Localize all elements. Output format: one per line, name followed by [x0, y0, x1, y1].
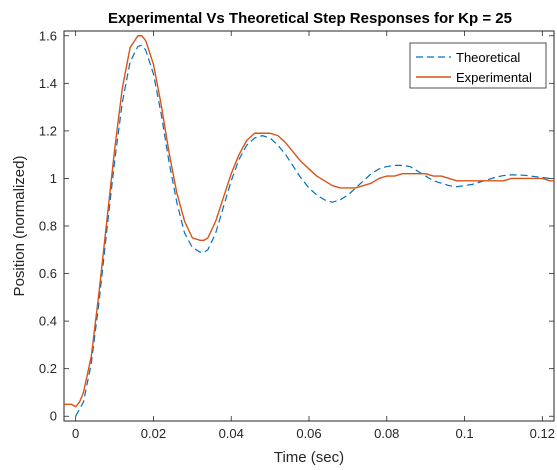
plot-area [63, 30, 555, 422]
y-tick-label: 0 [50, 409, 57, 424]
y-tick-label: 0.2 [39, 361, 57, 376]
legend-label-theoretical: Theoretical [456, 50, 520, 65]
x-axis-label: Time (sec) [274, 449, 344, 466]
x-tick-label: 0.02 [141, 426, 166, 441]
x-tick-label: 0.06 [296, 426, 321, 441]
y-tick-label: 1.4 [39, 76, 57, 91]
legend-label-experimental: Experimental [456, 70, 532, 85]
x-tick-label: 0.08 [374, 426, 399, 441]
x-tick-label: 0 [72, 426, 79, 441]
chart-title: Experimental Vs Theoretical Step Respons… [108, 10, 512, 27]
y-tick-label: 1.2 [39, 123, 57, 138]
y-tick-label: 0.6 [39, 266, 57, 281]
x-tick-label: 0.1 [456, 426, 474, 441]
y-tick-label: 1 [50, 171, 57, 186]
y-tick-label: 0.4 [39, 314, 57, 329]
y-tick-label: 1.6 [39, 28, 57, 43]
series-line-experimental [64, 35, 554, 408]
x-tick-label: 0.04 [219, 426, 244, 441]
series-lines [64, 35, 554, 417]
legend: Theoretical Experimental [409, 42, 547, 89]
x-tick-label: 0.12 [530, 426, 555, 441]
y-axis-label: Position (normalized) [11, 156, 28, 297]
legend-box [409, 42, 547, 89]
axis-ticks: 0 0.02 0.04 0.06 0.08 0.1 0.12 0 0.2 0.4 0.6 0.8 1 1.… [39, 28, 555, 441]
y-tick-label: 0.8 [39, 219, 57, 234]
plot-frame [63, 30, 555, 422]
